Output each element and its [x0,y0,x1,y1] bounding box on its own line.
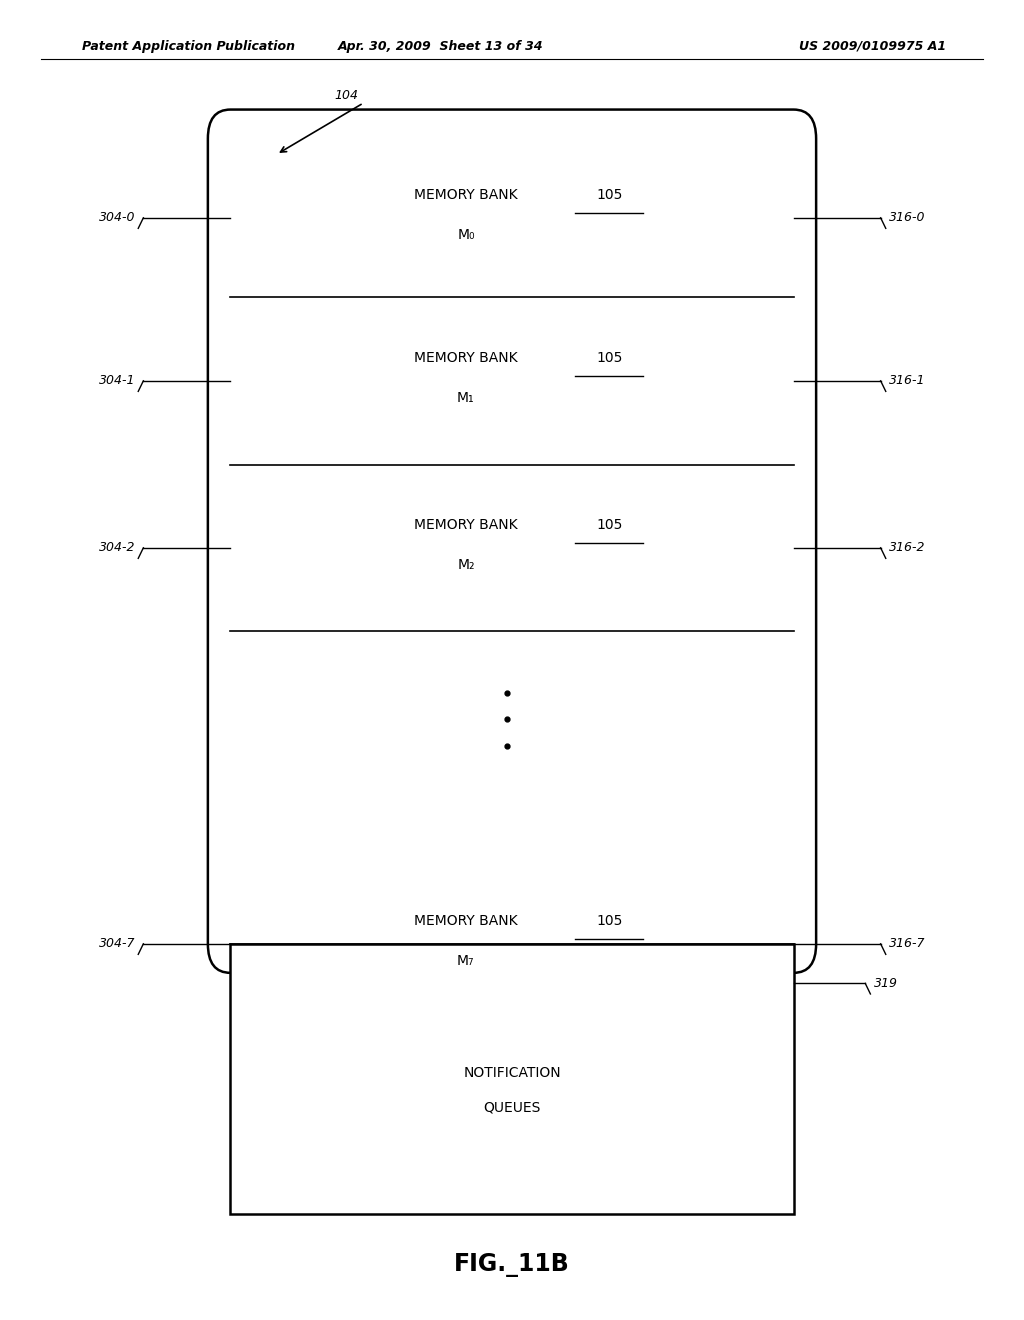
Text: FIG._11B: FIG._11B [454,1253,570,1276]
Text: QUEUES: QUEUES [483,1101,541,1114]
FancyBboxPatch shape [208,110,816,973]
Text: 304-0: 304-0 [98,211,135,224]
Text: M₁: M₁ [457,391,475,405]
Text: 319: 319 [873,977,897,990]
Text: M₇: M₇ [457,954,475,968]
Text: 105: 105 [596,351,623,366]
Text: 105: 105 [596,519,623,532]
Text: MEMORY BANK: MEMORY BANK [414,351,518,366]
Text: 104: 104 [335,88,358,102]
Text: MEMORY BANK: MEMORY BANK [414,519,518,532]
Text: Patent Application Publication: Patent Application Publication [82,40,295,53]
FancyBboxPatch shape [230,944,794,1214]
Text: 304-7: 304-7 [98,937,135,950]
Text: NOTIFICATION: NOTIFICATION [463,1067,561,1080]
Text: 316-1: 316-1 [889,375,926,387]
Text: 316-7: 316-7 [889,937,926,950]
Text: 316-0: 316-0 [889,211,926,224]
Text: US 2009/0109975 A1: US 2009/0109975 A1 [799,40,946,53]
Text: Apr. 30, 2009  Sheet 13 of 34: Apr. 30, 2009 Sheet 13 of 34 [338,40,543,53]
Text: MEMORY BANK: MEMORY BANK [414,915,518,928]
Text: M₀: M₀ [457,228,475,242]
Text: 105: 105 [596,915,623,928]
Text: M₂: M₂ [457,558,475,572]
Text: MEMORY BANK: MEMORY BANK [414,189,518,202]
Text: 304-2: 304-2 [98,541,135,554]
Text: 304-1: 304-1 [98,375,135,387]
Text: 105: 105 [596,189,623,202]
Text: 316-2: 316-2 [889,541,926,554]
